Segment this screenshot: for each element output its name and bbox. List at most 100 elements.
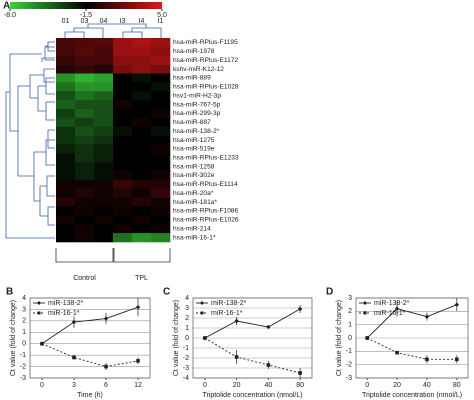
colorbar bbox=[10, 2, 162, 9]
heatmap-cell bbox=[151, 215, 171, 225]
marker bbox=[71, 319, 77, 325]
y-tick-label: -2 bbox=[346, 362, 352, 369]
heatmap-cell bbox=[56, 144, 76, 154]
heatmap-cell bbox=[132, 197, 152, 207]
x-tick-label: 12 bbox=[134, 382, 142, 389]
heatmap-cell bbox=[56, 153, 76, 163]
heatmap-cell bbox=[113, 179, 133, 190]
heatmap-cell bbox=[132, 38, 152, 48]
legend-label: miR-138-2* bbox=[48, 300, 84, 307]
heatmap-cell bbox=[56, 126, 76, 136]
heatmap-cell bbox=[94, 144, 114, 154]
group-brackets bbox=[55, 248, 171, 263]
heatmap-cell bbox=[113, 171, 133, 181]
y-tick-label: 1 bbox=[185, 325, 189, 332]
row-label: hsa-miR-214 bbox=[173, 225, 211, 232]
heatmap-cell bbox=[94, 82, 114, 92]
heatmap-cell bbox=[132, 91, 152, 101]
heatmap-cell bbox=[132, 73, 152, 83]
heatmap-cell bbox=[56, 108, 76, 119]
series-line bbox=[367, 337, 457, 360]
x-tick-label: 80 bbox=[453, 382, 461, 389]
row-label: hsa-miR-302e bbox=[173, 172, 215, 179]
heatmap-cell bbox=[75, 38, 95, 48]
heatmap-cell bbox=[113, 206, 133, 216]
heatmap-cell bbox=[94, 100, 114, 110]
y-tick-label: -1 bbox=[346, 348, 352, 355]
heatmap-cell bbox=[132, 224, 152, 234]
y-tick-label: -3 bbox=[20, 375, 26, 382]
heatmap-cell bbox=[75, 91, 95, 101]
heatmap-cell bbox=[56, 215, 76, 225]
row-label: hsa-miR-299-3p bbox=[173, 110, 221, 117]
heatmap-cell bbox=[94, 108, 114, 119]
heatmap-cell bbox=[151, 144, 171, 154]
y-axis-label: Ct value (fold of change) bbox=[173, 300, 180, 376]
legend-label: miR-16-1* bbox=[374, 310, 406, 317]
heatmap-cell bbox=[113, 153, 133, 163]
heatmap-cell bbox=[94, 135, 114, 145]
heatmap-cell bbox=[151, 38, 171, 48]
heatmap-cell bbox=[132, 100, 152, 110]
heatmap-cell bbox=[75, 46, 95, 57]
row-label: hsa-miR-RPlus-F1086 bbox=[173, 208, 239, 215]
heatmap-cell bbox=[132, 82, 152, 92]
x-tick-label: 3 bbox=[72, 382, 76, 389]
heatmap-cell bbox=[132, 108, 152, 119]
plot-frame bbox=[355, 297, 469, 379]
legend-label: miR-138-2* bbox=[374, 300, 410, 307]
heatmap-cell bbox=[56, 224, 76, 234]
legend-label: miR-16-1* bbox=[211, 310, 243, 317]
y-tick-label: 4 bbox=[22, 295, 26, 302]
row-label: hsa-miR-1978 bbox=[173, 48, 215, 55]
heatmap-cell bbox=[151, 100, 171, 110]
colorbar-tick-label: 5.0 bbox=[157, 12, 167, 19]
heatmap-cell bbox=[132, 126, 152, 136]
heatmap-cell bbox=[113, 144, 133, 154]
y-tick-label: 2 bbox=[348, 308, 352, 315]
heatmap-cell bbox=[56, 135, 76, 145]
column-label: 04 bbox=[100, 18, 108, 25]
heatmap-cell bbox=[94, 171, 114, 181]
heatmap-cell bbox=[132, 64, 152, 74]
heatmap-cell bbox=[113, 233, 133, 243]
heatmap-cell bbox=[75, 215, 95, 225]
heatmap-cell bbox=[113, 224, 133, 234]
heatmap-cell bbox=[56, 73, 76, 83]
heatmap-cell bbox=[113, 215, 133, 225]
y-tick-label: -2 bbox=[20, 363, 26, 370]
series-line bbox=[41, 343, 139, 368]
heatmap-cell bbox=[94, 46, 114, 57]
heatmap-cell bbox=[151, 224, 171, 234]
marker bbox=[266, 324, 271, 330]
row-label: hsa-miR-RPlus-E1233 bbox=[173, 154, 239, 161]
x-tick-label: 0 bbox=[203, 382, 207, 389]
marker bbox=[395, 350, 399, 355]
heatmap-cell bbox=[113, 82, 133, 92]
row-label: kshv-miR-K12-12 bbox=[173, 66, 224, 73]
x-axis-label: Time (h) bbox=[77, 392, 103, 399]
heatmap-cell bbox=[94, 233, 114, 243]
heatmap-cell bbox=[151, 162, 171, 172]
heatmap-cell bbox=[56, 233, 76, 243]
series-line bbox=[204, 308, 301, 339]
heatmap-cell bbox=[75, 108, 95, 119]
heatmap-cell bbox=[94, 55, 114, 65]
heatmap-cell bbox=[75, 64, 95, 74]
heatmap-cell bbox=[151, 171, 171, 181]
row-label: hsa-miR-RPlus-E1114 bbox=[173, 181, 238, 188]
heatmap-cell bbox=[75, 188, 95, 198]
heatmap-cell bbox=[94, 206, 114, 216]
heatmap-cell bbox=[75, 206, 95, 216]
heatmap-cell bbox=[151, 197, 171, 207]
heatmap-cell bbox=[75, 179, 95, 190]
heatmap-cell bbox=[56, 100, 76, 110]
heatmap-cell bbox=[75, 126, 95, 136]
heatmap-cell bbox=[113, 135, 133, 145]
y-tick-label: 3 bbox=[348, 295, 352, 302]
y-tick-label: 3 bbox=[185, 305, 189, 312]
heatmap-cell bbox=[151, 179, 171, 190]
x-tick-label: 40 bbox=[264, 382, 272, 389]
y-axis-label: Ct value (fold of change) bbox=[10, 300, 17, 376]
